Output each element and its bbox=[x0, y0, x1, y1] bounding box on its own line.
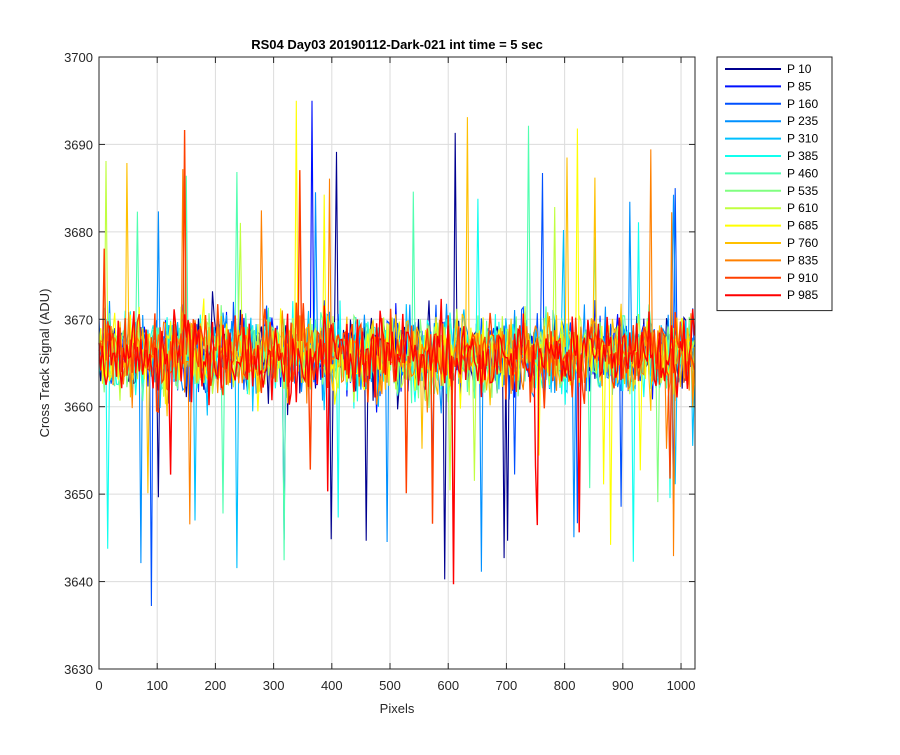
chart-title: RS04 Day03 20190112-Dark-021 int time = … bbox=[251, 37, 543, 52]
legend-label: P 310 bbox=[787, 132, 818, 146]
x-tick-label: 300 bbox=[263, 678, 285, 693]
x-tick-label: 600 bbox=[437, 678, 459, 693]
legend-label: P 85 bbox=[787, 79, 812, 93]
y-tick-label: 3650 bbox=[64, 487, 93, 502]
x-axis: 0 100 200 300 400 500 600 700 800 900 1000 bbox=[95, 57, 695, 693]
y-tick-label: 3630 bbox=[64, 662, 93, 677]
x-tick-label: 700 bbox=[496, 678, 518, 693]
legend-label: P 385 bbox=[787, 149, 818, 163]
y-tick-label: 3660 bbox=[64, 400, 93, 415]
y-axis: 3630 3640 3650 3660 3670 3680 3690 3700 bbox=[64, 50, 695, 677]
legend: P 10 P 85 P 160 P 235 P 310 P 385 P 460 P 535 P … bbox=[716, 56, 833, 312]
legend-box bbox=[716, 56, 833, 312]
y-tick-label: 3690 bbox=[64, 137, 93, 152]
x-axis-label: Pixels bbox=[380, 701, 415, 716]
series-line-p-835 bbox=[98, 149, 695, 557]
series-line-p-610 bbox=[98, 160, 695, 491]
legend-label: P 460 bbox=[787, 166, 818, 180]
series-line-p-760 bbox=[98, 117, 695, 494]
legend-label: P 610 bbox=[787, 201, 818, 215]
x-tick-label: 900 bbox=[612, 678, 634, 693]
y-tick-label: 3700 bbox=[64, 50, 93, 65]
axes-box bbox=[98, 56, 696, 670]
legend-label: P 685 bbox=[787, 219, 818, 233]
x-tick-label: 400 bbox=[321, 678, 343, 693]
x-tick-label: 0 bbox=[95, 678, 102, 693]
y-axis-label: Cross Track Signal (ADU) bbox=[37, 289, 52, 438]
x-tick-label: 800 bbox=[554, 678, 576, 693]
series-line-p-985 bbox=[98, 298, 696, 585]
x-tick-label: 500 bbox=[379, 678, 401, 693]
legend-label: P 160 bbox=[787, 97, 818, 111]
legend-label: P 835 bbox=[787, 253, 818, 267]
series-line-p-910 bbox=[98, 129, 696, 524]
legend-label: P 535 bbox=[787, 184, 818, 198]
legend-label: P 985 bbox=[787, 288, 818, 302]
x-tick-label: 1000 bbox=[667, 678, 696, 693]
y-tick-label: 3670 bbox=[64, 312, 93, 327]
legend-label: P 10 bbox=[787, 62, 812, 76]
x-tick-label: 100 bbox=[146, 678, 168, 693]
legend-label: P 235 bbox=[787, 114, 818, 128]
legend-label: P 760 bbox=[787, 236, 818, 250]
x-tick-label: 200 bbox=[205, 678, 227, 693]
series-layer bbox=[98, 100, 696, 607]
legend-label: P 910 bbox=[787, 271, 818, 285]
y-tick-label: 3640 bbox=[64, 575, 93, 590]
y-tick-label: 3680 bbox=[64, 225, 93, 240]
